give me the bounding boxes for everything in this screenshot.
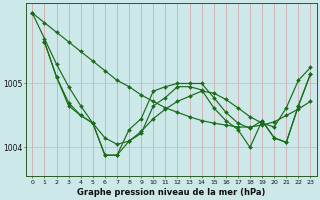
X-axis label: Graphe pression niveau de la mer (hPa): Graphe pression niveau de la mer (hPa)	[77, 188, 266, 197]
